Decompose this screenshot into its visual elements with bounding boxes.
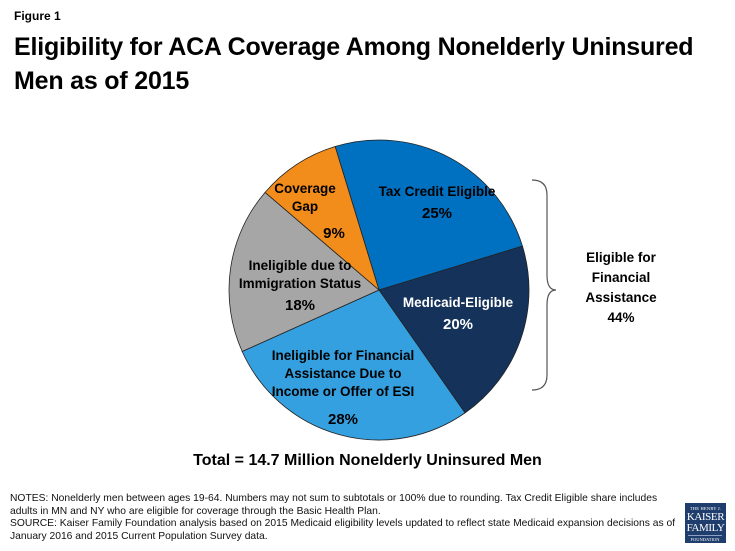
logo-line-4: FOUNDATION [688,535,722,542]
slice-label: Medicaid-Eligible [403,295,514,310]
chart-title-line-2: Men as of 2015 [14,67,190,95]
brace-icon [531,179,557,391]
slice-label: Coverage [274,181,336,196]
figure-label: Figure 1 [14,9,61,23]
slice-label: Gap [292,199,318,214]
slice-label: Tax Credit Eligible [379,184,496,199]
logo-line-3: FAMILY [686,522,725,534]
logo-line-1: THE HENRY J. [689,506,722,511]
notes-line-2: adults in MN and NY who are eligible for… [10,505,381,517]
slice-value-label: 25% [422,205,452,222]
annotation-text: Financial [592,270,651,285]
annotation-text: 44% [607,310,634,325]
pie-slice-ineligible-due-to-immigration-status [228,191,380,353]
slice-value-label: 20% [443,316,473,333]
slice-label: Ineligible due to [249,258,352,273]
total-note: Total = 14.7 Million Nonelderly Uninsure… [193,452,542,469]
slice-label: Income or Offer of ESI [272,384,415,399]
kaiser-logo: THE HENRY J. KAISER FAMILY FOUNDATION [685,503,726,543]
pie-labels: Tax Credit Eligible 25% Medicaid-Eligible 2… [239,181,514,428]
annotation-text: Assistance [585,290,657,305]
slice-label: Assistance Due to [284,366,401,381]
slice-value-label: 9% [323,225,345,242]
logo-line-2: KAISER [686,511,725,523]
annotation-text: Eligible for [586,250,657,265]
pie-slice-ineligible-for-financial-assistance-due-to-income-or-offer-of-esi [241,289,466,441]
slice-label: Ineligible for Financial [272,348,415,363]
slice-label: Immigration Status [239,276,361,291]
source-line-1: SOURCE: Kaiser Family Foundation analysi… [10,518,676,530]
slice-value-label: 28% [328,411,358,428]
notes-line-1: NOTES: Nonelderly men between ages 19-64… [10,493,658,504]
chart-title-line-1: Eligibility for ACA Coverage Among Nonel… [14,33,694,61]
pie-slice-coverage-gap [264,146,380,292]
notes-block: NOTES: Nonelderly men between ages 19-64… [10,493,676,543]
pie-slices [228,139,530,441]
source-line-2: January 2016 and 2015 Current Population… [10,530,268,542]
chart-title: Eligibility for ACA Coverage Among Nonel… [14,30,714,98]
slice-value-label: 18% [285,297,315,314]
eligible-annotation: Eligible for Financial Assistance 44% [585,250,657,325]
pie-slice-medicaid-eligible [378,245,530,414]
pie-slice-tax-credit-eligible [334,139,523,291]
